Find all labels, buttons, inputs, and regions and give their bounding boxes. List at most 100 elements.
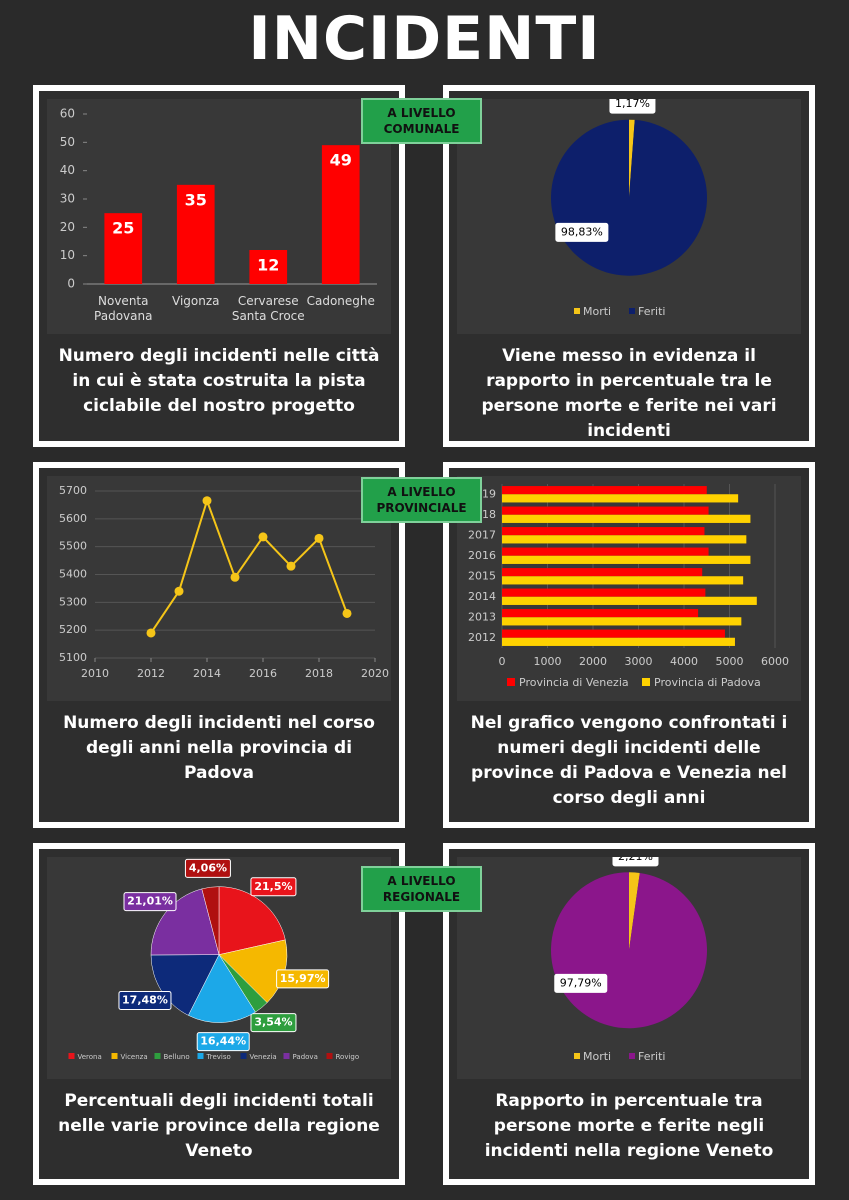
label-box [250,1013,297,1033]
y-tick-label: 5600 [59,512,87,525]
data-label: 35 [185,190,207,209]
pie-slice [150,888,220,956]
bar [502,555,751,564]
x-tick-label: Cadoneghe [306,294,375,308]
legend-label: Treviso [206,1053,231,1061]
data-label: 12 [257,256,279,275]
bar [502,486,707,495]
legend-swatch [574,308,580,314]
legend-swatch [283,1053,290,1059]
data-label: 4,06% [189,861,227,874]
data-label: 16,44% [200,1035,246,1048]
chart-panel: 2,21% 97,79% Morti Feriti Rapporto in percen… [443,843,815,1185]
y-tick-label: 10 [60,248,75,262]
legend-label: Vicenza [121,1053,148,1061]
legend-swatch [68,1053,75,1059]
y-tick-label: 60 [60,107,75,121]
label-box [250,877,297,897]
bar [176,184,215,284]
chart-panel: 0 1000 2000 3000 4000 5000 6000 2012 2013 2014 201… [443,462,815,828]
pie-slice [629,872,640,951]
caption: Viene messo in evidenza il rapporto in p… [481,346,777,441]
y-tick-label: 2016 [468,549,496,562]
bar [502,568,703,577]
page-title: INCIDENTI [248,4,601,74]
level-badge: A LIVELLO REGIONALE [361,866,482,912]
label-box [123,892,177,912]
y-tick-label: 2015 [468,569,496,582]
legend-swatch [629,308,635,314]
point [174,586,184,596]
data-label: 17,48% [122,993,168,1006]
legend-swatch [574,1053,580,1059]
legend-swatch [154,1053,161,1059]
x-tick-label: 4000 [670,655,698,668]
x-tick-label: 2000 [579,655,607,668]
chart-panel: 21,5% 15,97% 3,54% 16,44% 17,48% 21,01% 4,06% V… [33,843,405,1185]
level-badge: A LIVELLO COMUNALE [361,98,482,144]
caption: Numero degli incidenti nel corso degli a… [63,713,375,783]
y-tick-label: 5500 [59,540,87,553]
legend-swatch [507,678,515,686]
bar [502,588,706,597]
chart: 0 1000 2000 3000 4000 5000 6000 2012 2013 2014 201… [457,476,801,701]
x-tick-label: 5000 [716,655,744,668]
chart-panel: 1,17% 98,83% Morti Feriti Viene messo in evi… [443,85,815,447]
legend-label: Belluno [164,1053,190,1061]
label-box [196,1032,250,1052]
point [146,628,156,638]
chart: 5100 5200 5300 5400 5500 5600 5700 2010 2012 2014… [47,476,391,701]
chart: 1,17% 98,83% Morti Feriti [457,99,801,334]
y-tick-label: 2012 [468,631,496,644]
x-tick-label: 1000 [534,655,562,668]
bar [249,250,288,284]
legend-label: Venezia [250,1053,277,1061]
pie-slice [187,954,256,1023]
pie-slice [629,119,635,198]
legend-label: Morti [583,305,611,318]
chart-panel: 0 10 20 30 40 50 60 25 35 12 49 Noventa Padovana Vig… [33,85,405,447]
label-box [612,857,659,867]
caption: Rapporto in percentuale tra persone mort… [484,1091,774,1161]
data-label: 25 [112,219,134,238]
chart-panel: 5100 5200 5300 5400 5500 5600 5700 2010 2012 2014… [33,462,405,828]
bar [502,506,709,515]
legend-label: Provincia di Padova [654,676,761,689]
label-box [118,990,172,1010]
point [202,496,212,506]
bar [502,547,709,556]
bar [502,629,725,638]
y-tick-label: 5400 [59,568,87,581]
y-tick-label: 2017 [468,528,496,541]
x-tick-label: 2014 [193,667,221,680]
legend-swatch [642,678,650,686]
chart-background [47,476,391,701]
legend-swatch [326,1053,333,1059]
data-label: 1,17% [615,99,650,110]
data-label: 97,79% [560,976,602,989]
level-badge: A LIVELLO PROVINCIALE [361,477,482,523]
point [230,572,240,582]
pie-slice [150,954,220,1016]
x-tick-label: 2010 [81,667,109,680]
y-tick-label: 40 [60,163,75,177]
chart: 21,5% 15,97% 3,54% 16,44% 17,48% 21,01% 4,06% V… [47,857,391,1079]
point [314,533,324,543]
legend-label: Rovigo [336,1053,360,1061]
y-tick-label: 2014 [468,590,496,603]
pie-slice [218,886,286,955]
data-label: 3,54% [254,1016,292,1029]
x-tick-label: 3000 [625,655,653,668]
x-tick-label: 6000 [761,655,789,668]
legend-swatch [111,1053,118,1059]
pie-slice [551,119,707,276]
pie-slice [551,872,707,1029]
y-tick-label: 50 [60,135,75,149]
y-tick-label: 20 [60,220,75,234]
x-tick-label: 2012 [137,667,165,680]
bar [502,535,747,544]
x-tick-label: Noventa Padovana [94,294,153,323]
y-tick-label: 5700 [59,484,87,497]
legend-swatch [629,1053,635,1059]
point [342,608,352,618]
